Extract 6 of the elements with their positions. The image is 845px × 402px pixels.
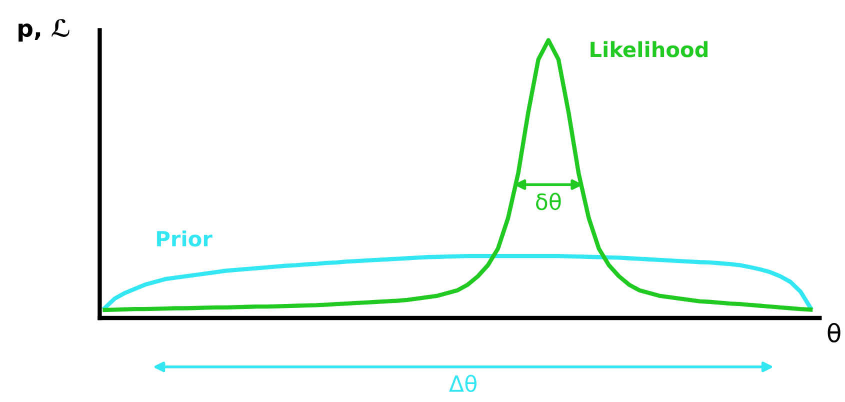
series-label: Likelihood bbox=[590, 41, 708, 58]
annotation: δθ bbox=[536, 192, 561, 210]
text: Δθ bbox=[449, 374, 476, 392]
series-label: Prior bbox=[157, 230, 212, 247]
y-axis-title: p, ℒ bbox=[18, 19, 70, 42]
x-axis-title: θ bbox=[828, 322, 840, 342]
